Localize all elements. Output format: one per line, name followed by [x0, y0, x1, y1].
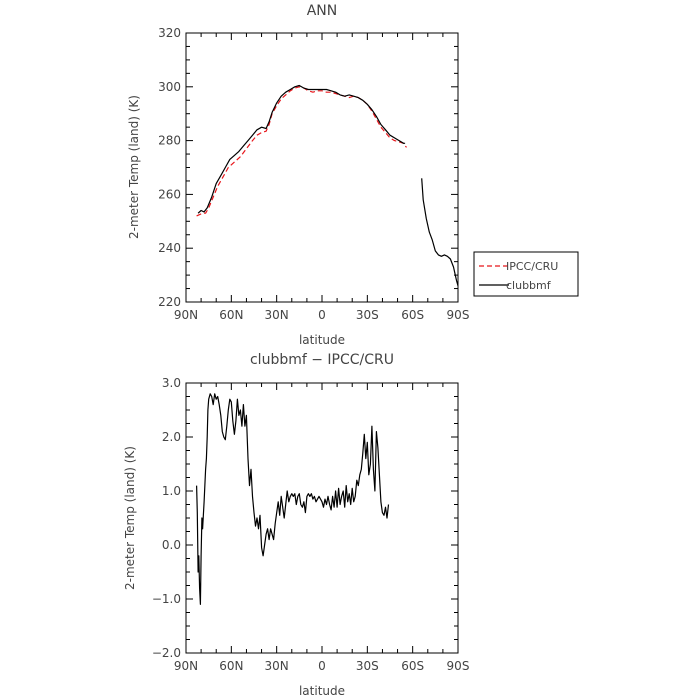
x-tick-label: 90N — [174, 308, 198, 322]
y-axis-ticks-bottom: −2.0 −1.0 0.0 1.0 2.0 3.0 — [152, 376, 458, 660]
x-axis-ticks-bottom: 90N 60N 30N 0 30S 60S 90S — [174, 383, 470, 673]
y-tick-label: 300 — [158, 80, 181, 94]
x-tick-label: 60N — [219, 308, 243, 322]
series-lines-bottom — [196, 393, 390, 606]
x-tick-label: 30N — [265, 659, 289, 673]
series-line-clubbmf — [421, 178, 459, 287]
y-tick-label: 220 — [158, 295, 181, 309]
y-axis-label-bottom: 2-meter Temp (land) (K) — [123, 446, 137, 590]
y-tick-label: 1.0 — [162, 484, 181, 498]
x-tick-label: 30N — [265, 308, 289, 322]
y-tick-label: 320 — [158, 26, 181, 40]
x-tick-label: 90S — [447, 659, 470, 673]
x-axis-label-bottom: latitude — [299, 684, 345, 698]
y-tick-label: 240 — [158, 241, 181, 255]
x-tick-label: 30S — [356, 659, 379, 673]
y-tick-label: 0.0 — [162, 538, 181, 552]
legend-label-ipcc-cru: IPCC/CRU — [506, 260, 558, 273]
series-lines-top — [196, 84, 459, 287]
y-tick-label: 260 — [158, 187, 181, 201]
y-tick-label: 280 — [158, 134, 181, 148]
chart-panel-bottom: clubbmf − IPCC/CRU 90N 60N 30N 0 30S 60S 90S −… — [123, 352, 469, 698]
chart-title-bottom: clubbmf − IPCC/CRU — [250, 352, 394, 368]
y-tick-label: 2.0 — [162, 430, 181, 444]
x-tick-label: 90S — [447, 308, 470, 322]
x-tick-label: 60N — [219, 659, 243, 673]
legend-label-clubbmf: clubbmf — [506, 279, 552, 292]
y-axis-label-top: 2-meter Temp (land) (K) — [127, 95, 141, 239]
y-tick-label: −1.0 — [152, 592, 181, 606]
y-tick-label: −2.0 — [152, 646, 181, 660]
chart-title-top: ANN — [307, 3, 338, 19]
series-line-ipcc-cru — [196, 86, 407, 217]
plot-frame-top — [185, 32, 459, 303]
x-tick-label: 30S — [356, 308, 379, 322]
x-tick-label: 0 — [318, 659, 326, 673]
legend-box — [473, 251, 579, 297]
x-tick-label: 90N — [174, 659, 198, 673]
x-tick-label: 60S — [401, 659, 424, 673]
y-tick-label: 3.0 — [162, 376, 181, 390]
x-tick-label: 60S — [401, 308, 424, 322]
x-axis-label-top: latitude — [299, 333, 345, 347]
x-tick-label: 0 — [318, 308, 326, 322]
y-axis-ticks-top: 220 240 260 280 300 320 — [158, 26, 458, 309]
x-axis-ticks-top: 90N 60N 30N 0 30S 60S 90S — [174, 33, 470, 322]
legend: IPCC/CRU clubbmf — [473, 251, 579, 297]
series-line-difference — [196, 393, 390, 606]
chart-panel-top: ANN 90N 60N 30N 0 30S 60S 90S 220 240 260 280 300 3… — [127, 3, 469, 347]
series-line-clubbmf — [197, 84, 406, 214]
